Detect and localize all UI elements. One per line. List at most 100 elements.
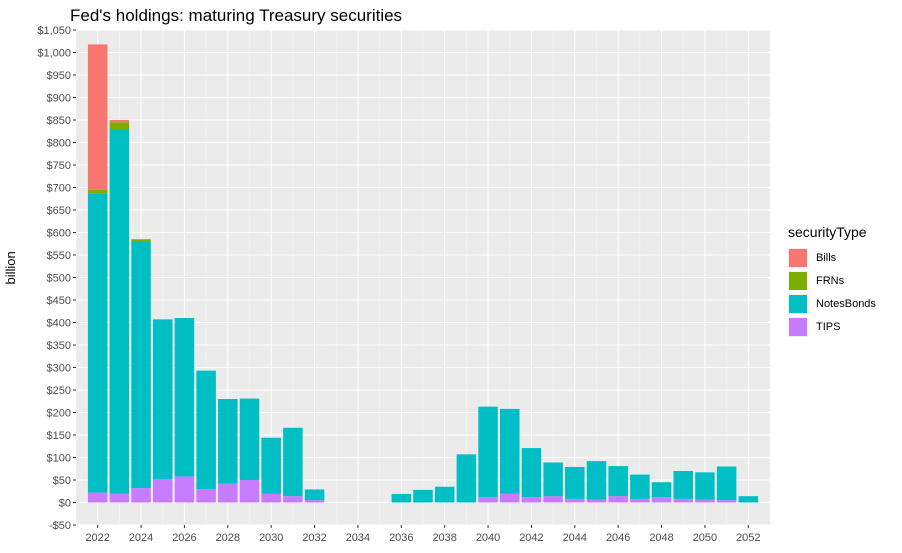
bar-notesbonds-2043 — [543, 462, 563, 497]
bar-notesbonds-2050 — [695, 472, 715, 500]
bar-notesbonds-2037 — [413, 489, 433, 503]
x-tick-label: 2044 — [563, 532, 587, 544]
y-tick-label: $200 — [47, 408, 71, 420]
bar-tips-2028 — [218, 483, 238, 503]
y-tick-label: $1,050 — [37, 25, 71, 37]
legend-title: securityType — [788, 224, 867, 240]
legend-label: Bills — [816, 251, 837, 264]
x-tick-label: 2038 — [432, 532, 456, 544]
y-tick-label: -$50 — [49, 520, 71, 532]
bar-notesbonds-2051 — [716, 466, 737, 501]
y-tick-label: $550 — [47, 250, 71, 262]
bar-tips-2050 — [695, 499, 715, 503]
legend-key — [788, 293, 808, 314]
bar-notesbonds-2036 — [391, 493, 412, 503]
bar-notesbonds-2044 — [565, 466, 585, 499]
y-tick-label: $600 — [47, 228, 71, 240]
y-tick-label: $750 — [47, 160, 71, 172]
bar-notesbonds-2045 — [586, 461, 607, 500]
y-tick-label: $650 — [47, 205, 71, 217]
bar-tips-2023 — [109, 493, 130, 503]
legend-item-bills: Bills — [788, 246, 876, 269]
bar-notesbonds-2026 — [174, 318, 195, 477]
bar-notesbonds-2042 — [521, 448, 542, 498]
y-tick-label: $900 — [47, 93, 71, 105]
bar-notesbonds-2031 — [283, 427, 303, 497]
bar-tips-2030 — [261, 493, 281, 503]
y-tick-label: $300 — [47, 363, 71, 375]
bar-notesbonds-2040 — [478, 406, 498, 498]
legend-label: FRNs — [816, 274, 845, 287]
bar-tips-2051 — [716, 500, 737, 503]
bar-frns-2023 — [109, 122, 130, 129]
bar-notesbonds-2038 — [434, 486, 455, 503]
y-tick-label: $150 — [47, 430, 71, 442]
bar-tips-2027 — [196, 489, 216, 503]
legend-label: NotesBonds — [816, 297, 876, 310]
bar-notesbonds-2032 — [304, 489, 325, 501]
chart-title: Fed's holdings: maturing Treasury securi… — [70, 6, 403, 25]
bar-frns-2022 — [87, 189, 108, 194]
x-tick-label: 2026 — [172, 532, 196, 544]
bar-tips-2025 — [152, 479, 173, 503]
x-tick-label: 2042 — [519, 532, 543, 544]
bar-notesbonds-2028 — [218, 399, 238, 484]
x-tick-label: 2046 — [606, 532, 630, 544]
bar-tips-2042 — [521, 497, 542, 503]
bar-tips-2046 — [608, 496, 628, 503]
x-tick-label: 2040 — [476, 532, 500, 544]
y-tick-label: $400 — [47, 318, 71, 330]
bar-tips-2031 — [283, 496, 303, 503]
y-tick-label: $250 — [47, 385, 71, 397]
legend: securityType Bills FRNs NotesBonds TIPS — [788, 224, 876, 338]
x-tick-label: 2034 — [346, 532, 370, 544]
y-tick-label: $450 — [47, 295, 71, 307]
y-tick-label: $50 — [53, 475, 71, 487]
bar-notesbonds-2022 — [87, 193, 108, 493]
bar-tips-2045 — [586, 499, 607, 503]
legend-item-notesbonds: NotesBonds — [788, 292, 876, 315]
bar-tips-2041 — [499, 493, 520, 503]
bar-tips-2049 — [673, 498, 694, 503]
bar-notesbonds-2025 — [152, 319, 173, 480]
bar-notesbonds-2052 — [738, 496, 759, 503]
bar-notesbonds-2049 — [673, 471, 694, 499]
bar-notesbonds-2048 — [651, 482, 672, 498]
bar-tips-2043 — [543, 496, 563, 503]
legend-item-frns: FRNs — [788, 269, 876, 292]
bar-tips-2040 — [478, 497, 498, 503]
x-tick-label: 2048 — [649, 532, 673, 544]
y-tick-label: $100 — [47, 453, 71, 465]
y-tick-label: $700 — [47, 183, 71, 195]
y-tick-label: $850 — [47, 115, 71, 127]
x-tick-label: 2036 — [389, 532, 413, 544]
legend-key — [788, 247, 808, 268]
y-tick-label: $950 — [47, 70, 71, 82]
y-tick-label: $1,000 — [37, 48, 71, 60]
x-tick-label: 2052 — [736, 532, 760, 544]
legend-label: TIPS — [816, 320, 841, 333]
bar-tips-2026 — [174, 476, 195, 503]
bar-notesbonds-2030 — [261, 437, 281, 494]
y-tick-label: $0 — [59, 498, 71, 510]
bar-tips-2022 — [87, 492, 108, 503]
x-tick-label: 2022 — [85, 532, 109, 544]
legend-item-tips: TIPS — [788, 315, 876, 338]
bar-bills-2022 — [87, 44, 108, 190]
y-tick-label: $800 — [47, 138, 71, 150]
bar-notesbonds-2029 — [239, 398, 260, 480]
bar-notesbonds-2039 — [456, 454, 477, 503]
x-tick-label: 2028 — [216, 532, 240, 544]
bar-tips-2044 — [565, 498, 585, 503]
bar-notesbonds-2023 — [109, 129, 130, 494]
bar-tips-2032 — [304, 500, 325, 503]
x-tick-label: 2030 — [259, 532, 283, 544]
bar-tips-2047 — [630, 498, 650, 503]
legend-items: Bills FRNs NotesBonds TIPS — [788, 246, 876, 338]
x-tick-label: 2024 — [129, 532, 153, 544]
bar-frns-2024 — [131, 239, 151, 242]
bar-tips-2048 — [651, 497, 672, 503]
y-tick-label: $350 — [47, 340, 71, 352]
